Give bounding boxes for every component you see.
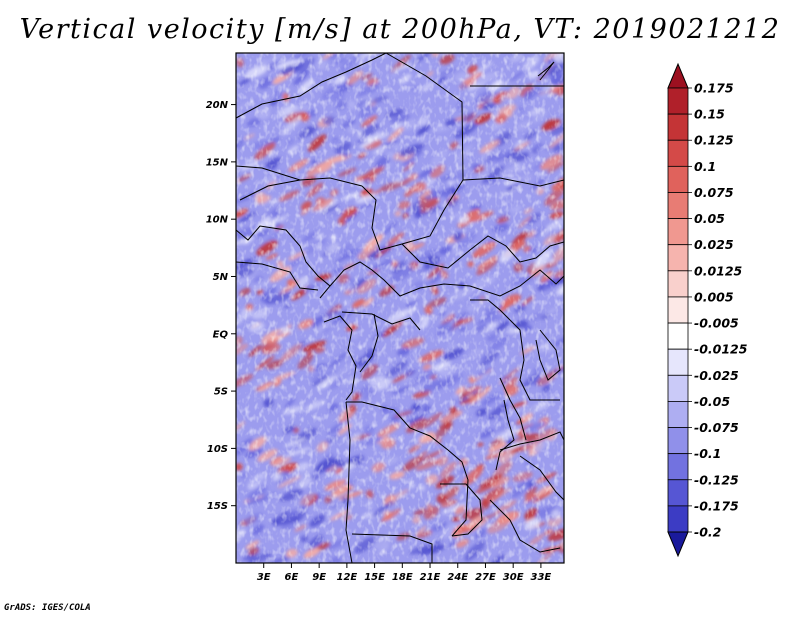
x-tick-label: 15E <box>364 572 385 583</box>
colorbar-label: -0.005 <box>694 316 739 331</box>
colorbar-top-arrow <box>667 62 689 89</box>
colorbar-label: 0.0125 <box>694 263 743 278</box>
colorbar-label: 0.005 <box>694 289 734 304</box>
colorbar-segment <box>667 427 689 455</box>
colorbar-segment <box>667 479 689 507</box>
colorbar-segment <box>667 296 689 324</box>
x-tick-label: 24E <box>447 572 468 583</box>
grads-credit: GrADS: IGES/COLA <box>4 603 91 613</box>
x-tick-label: 30E <box>503 572 524 583</box>
colorbar-label: -0.025 <box>694 368 739 383</box>
x-tick-label: 6E <box>285 572 299 583</box>
longitude-axis: 3E 6E 9E 12E 15E 18E 21E 24E 27E 30E 33E <box>257 563 552 583</box>
colorbar-label: 0.125 <box>694 133 734 148</box>
colorbar-label: -0.125 <box>694 472 739 487</box>
colorbar-label: 0.05 <box>694 211 725 226</box>
y-tick-label: 15N <box>206 157 229 168</box>
map-frame <box>235 52 565 564</box>
velocity-field <box>236 53 564 563</box>
colorbar-segment <box>667 165 689 193</box>
colorbar-segment <box>667 453 689 481</box>
chart-title: Vertical velocity [m/s] at 200hPa, VT: 2… <box>19 14 781 45</box>
x-tick-label: 27E <box>475 572 496 583</box>
y-tick-label: 15S <box>207 501 228 512</box>
y-tick-label: 5N <box>213 272 229 283</box>
colorbar: 0.175 0.15 0.125 0.1 0.075 0.05 0.025 0.0125 0.0… <box>667 62 748 558</box>
x-tick-label: 21E <box>420 572 441 583</box>
y-tick-label: 10S <box>207 444 228 455</box>
colorbar-bottom-arrow <box>667 531 689 558</box>
x-tick-label: 12E <box>336 572 357 583</box>
y-tick-label: 20N <box>206 100 229 111</box>
colorbar-segment <box>667 87 689 115</box>
latitude-axis: 20N 15N 10N 5N EQ 5S 10S 15S <box>206 100 236 512</box>
x-tick-label: 18E <box>392 572 413 583</box>
x-tick-label: 33E <box>531 572 552 583</box>
colorbar-segment <box>667 218 689 246</box>
colorbar-label: -0.1 <box>694 446 721 461</box>
x-tick-label: 3E <box>257 572 271 583</box>
colorbar-segment <box>667 401 689 428</box>
colorbar-label: -0.05 <box>694 394 730 409</box>
y-tick-label: 10N <box>206 215 229 226</box>
colorbar-label: -0.075 <box>694 420 739 435</box>
colorbar-segment <box>667 322 689 350</box>
colorbar-label: 0.075 <box>694 185 734 200</box>
colorbar-label: 0.15 <box>694 107 725 122</box>
colorbar-segment <box>667 113 689 141</box>
colorbar-segment <box>667 192 689 219</box>
colorbar-label: -0.0125 <box>694 342 748 357</box>
colorbar-segment <box>667 139 689 167</box>
colorbar-segment <box>667 374 689 402</box>
x-tick-label: 9E <box>312 572 326 583</box>
colorbar-label: 0.175 <box>694 81 734 96</box>
country-borders <box>236 53 564 563</box>
colorbar-label: -0.175 <box>694 498 739 513</box>
colorbar-segment <box>667 244 689 272</box>
colorbar-label: -0.2 <box>694 525 721 540</box>
colorbar-segment <box>667 348 689 376</box>
y-tick-label: 5S <box>214 387 228 398</box>
colorbar-label: 0.1 <box>694 159 716 174</box>
colorbar-segment <box>667 505 689 533</box>
colorbar-label: 0.025 <box>694 237 734 252</box>
y-tick-label: EQ <box>213 329 229 340</box>
colorbar-segment <box>667 270 689 298</box>
